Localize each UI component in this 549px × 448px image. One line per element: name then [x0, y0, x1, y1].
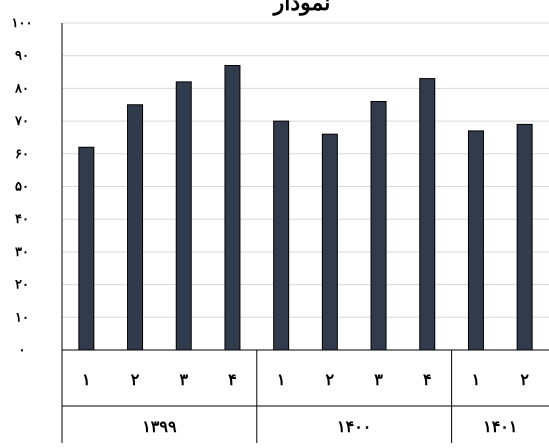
x-axis-ticks: ۱ ۲ ۳ ۴ ۱ ۲ ۳ ۴ ۱ ۲	[82, 370, 529, 389]
x-tick-label: ۴	[228, 370, 237, 389]
y-tick-label: ۳۰	[15, 245, 29, 260]
y-tick-label: ۱۰۰	[12, 16, 33, 31]
bar	[321, 133, 338, 351]
chart-title: نمودار	[272, 0, 331, 16]
y-axis-ticks: ۰ ۱۰ ۲۰ ۳۰ ۴۰ ۵۰ ۶۰ ۷۰ ۸۰ ۹۰ ۱۰۰	[12, 16, 33, 358]
y-tick-label: ۲۰	[15, 278, 29, 293]
y-tick-label: ۹۰	[15, 49, 29, 64]
bar	[467, 130, 484, 351]
bar	[175, 81, 192, 351]
bar	[78, 146, 95, 351]
bar	[127, 104, 144, 351]
x-group-label: ۱۳۹۹	[142, 417, 177, 436]
bar	[419, 78, 436, 351]
x-tick-label: ۳	[374, 370, 383, 389]
bar	[516, 123, 533, 351]
bar	[224, 65, 241, 351]
x-group-label: ۱۴۰۱	[483, 417, 517, 436]
y-tick-label: ۰	[19, 343, 26, 358]
x-tick-label: ۳	[179, 370, 188, 389]
x-tick-label: ۴	[423, 370, 432, 389]
x-tick-label: ۲	[520, 370, 529, 389]
y-tick-label: ۸۰	[14, 81, 29, 96]
x-tick-label: ۱	[277, 370, 286, 389]
axes	[61, 23, 549, 443]
bar	[273, 120, 290, 351]
x-tick-label: ۲	[326, 370, 335, 389]
y-tick-label: ۱۰	[15, 310, 29, 325]
x-axis-groups: ۱۳۹۹ ۱۴۰۰ ۱۴۰۱	[142, 417, 517, 436]
bars	[78, 65, 533, 351]
x-tick-label: ۲	[131, 370, 140, 389]
x-group-label: ۱۴۰۰	[337, 417, 371, 436]
y-tick-label: ۵۰	[15, 180, 29, 195]
y-tick-label: ۴۰	[15, 212, 29, 227]
y-tick-label: ۶۰	[15, 147, 29, 162]
gridlines	[62, 22, 549, 318]
y-tick-label: ۷۰	[14, 114, 29, 129]
x-tick-label: ۱	[82, 370, 91, 389]
x-tick-label: ۱	[472, 370, 481, 389]
bar	[370, 100, 387, 351]
